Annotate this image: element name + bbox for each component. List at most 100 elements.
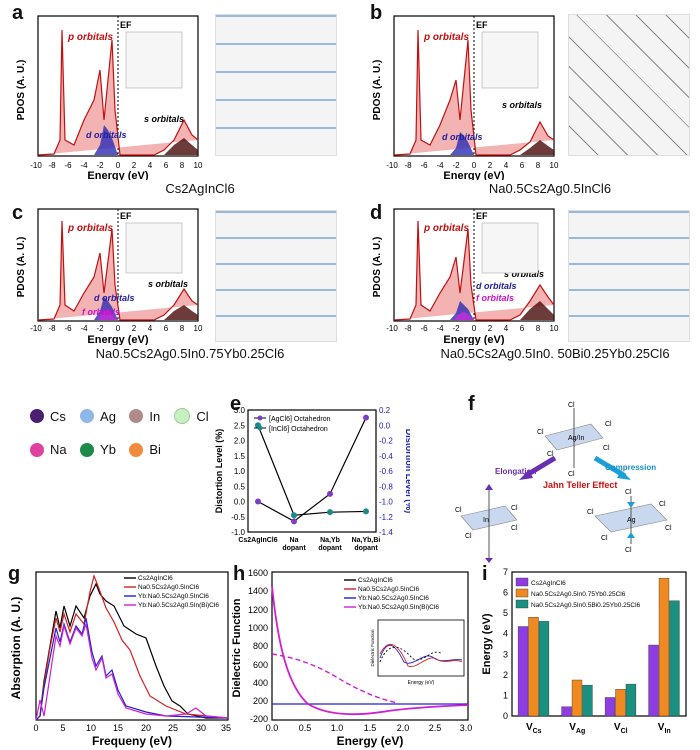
svg-text:30: 30 [196, 723, 206, 733]
legend-ag: Ag [80, 408, 117, 424]
svg-text:Cs2AgInCl6: Cs2AgInCl6 [138, 575, 173, 582]
svg-text:0.0: 0.0 [266, 723, 279, 733]
xtick-label: Cs2AgInCl6 [238, 537, 277, 544]
svg-text:d orbitals: d orbitals [86, 130, 127, 140]
legend-label: Na0.5Cs2Ag0.5In0.75Yb0.25Cl6 [531, 591, 626, 598]
svg-text:1400: 1400 [248, 586, 268, 596]
svg-text:In: In [483, 517, 489, 524]
svg-text:Cl: Cl [625, 489, 632, 496]
svg-text:Cl: Cl [568, 402, 575, 409]
legend-marker [257, 425, 263, 431]
plot-frame [511, 571, 687, 717]
svg-text:8: 8 [180, 161, 185, 170]
svg-text:s orbitals: s orbitals [504, 269, 544, 279]
svg-text:2.0: 2.0 [397, 723, 410, 733]
svg-text:EF: EF [120, 20, 132, 30]
svg-text:-4: -4 [436, 324, 444, 333]
s-orbital-curve [164, 138, 198, 155]
svg-text:Dielectric Function: Dielectric Function [231, 598, 243, 697]
ytick-left: 1.0 [234, 467, 246, 476]
svg-text:2: 2 [132, 161, 137, 170]
svg-text:-10: -10 [386, 161, 398, 170]
svg-text:EF: EF [476, 20, 488, 30]
svg-text:d orbitals: d orbitals [442, 132, 483, 142]
ytick: 6 [503, 588, 508, 598]
svg-text:Compression: Compression [605, 463, 656, 472]
pdos-plot-a: -10 -8 -6 -4 -2 0 2 4 6 8 10 Energy (eV) PDOS… [16, 15, 203, 180]
svg-text:-2: -2 [452, 324, 460, 333]
ytick: 3 [503, 649, 508, 659]
data-point [327, 490, 333, 497]
panel-label-h: h [233, 563, 246, 585]
svg-text:Ag/In: Ag/In [568, 435, 584, 442]
svg-text:1200: 1200 [248, 605, 268, 615]
bar [625, 683, 637, 717]
svg-text:6: 6 [520, 324, 525, 333]
dielectric-inset: Energy (eV) Dielectric Function [370, 619, 465, 686]
svg-text:Yb:Na0.5Cs2Ag0.5InCl6: Yb:Na0.5Cs2Ag0.5InCl6 [358, 595, 429, 602]
ytick-right: 0.2 [379, 406, 391, 415]
svg-text:0: 0 [472, 324, 477, 333]
svg-text:25: 25 [168, 723, 178, 733]
svg-text:d orbitals: d orbitals [94, 293, 135, 303]
distortion-chart: -1.0 -0.5 0.0 0.5 1.0 1.5 2.0 2.5 3.0 0.2 0.0 -0.2 -… [214, 406, 410, 552]
svg-text:10: 10 [194, 161, 203, 170]
xtick-label: Na,Yb,Bi dopant [352, 537, 381, 552]
ytick: 2 [503, 670, 508, 680]
xtick-label: VIn [658, 722, 671, 735]
bar [571, 679, 583, 717]
legend-label: [AgCl6] Octahedron [269, 416, 331, 423]
ytick: 4 [503, 629, 508, 639]
legend-cl: Cl [174, 408, 210, 424]
svg-text:PDOS (A. U.): PDOS (A. U.) [372, 60, 383, 121]
svg-text:-6: -6 [420, 161, 428, 170]
ytick-right: -0.4 [379, 452, 393, 461]
panel-label-c: c [12, 202, 24, 224]
svg-text:Energy (eV): Energy (eV) [337, 734, 404, 748]
svg-text:Cl: Cl [665, 525, 672, 532]
panel-label-d: d [370, 202, 383, 224]
svg-text:0: 0 [116, 324, 121, 333]
xtick-label: VCs [526, 722, 542, 735]
svg-text:Energy (eV): Energy (eV) [443, 170, 504, 180]
bar [517, 626, 529, 717]
ytick-right: -0.2 [379, 437, 393, 446]
svg-text:EF: EF [120, 211, 132, 221]
svg-text:400: 400 [253, 678, 268, 688]
svg-text:6: 6 [164, 324, 169, 333]
svg-text:8: 8 [180, 324, 185, 333]
bar [615, 689, 626, 717]
crystal-structure-b [568, 14, 690, 156]
svg-text:20: 20 [141, 723, 151, 733]
dielectric-chart: 1600 1400 1200 1000 800 600 400 200 -200 0.0… [231, 568, 472, 748]
svg-text:Cs2AgInCl6: Cs2AgInCl6 [358, 577, 393, 584]
ytick-right: 0.0 [379, 421, 391, 430]
svg-text:s orbitals: s orbitals [148, 279, 188, 289]
svg-text:EF: EF [476, 211, 488, 221]
crystal-structure-c [215, 210, 337, 342]
svg-text:0.5: 0.5 [299, 723, 312, 733]
svg-text:2: 2 [488, 161, 493, 170]
svg-text:Energy (eV): Energy (eV) [87, 334, 148, 345]
svg-text:2: 2 [488, 324, 493, 333]
ytick-right: -0.8 [379, 482, 393, 491]
ytick: 0 [503, 711, 508, 721]
legend-label: [InCl6] Octahedron [269, 426, 328, 433]
data-point [363, 508, 369, 515]
caption-a: Cs2AgInCl6 [165, 181, 235, 196]
caption-c: Na0.5Cs2Ag0.5In0.75Yb0.25Cl6 [95, 346, 285, 361]
svg-text:p orbitals: p orbitals [423, 32, 469, 43]
pdos-plot-c: -10 -8 -6 -4 -2 0 2 4 6 8 10 Energy (eV) PDOS… [16, 208, 203, 345]
ytick-left: 1.5 [234, 452, 246, 461]
pdos-plot-d: -10 -8 -6 -4 -2 0 2 4 6 8 10 Energy (eV) PDOS… [372, 208, 559, 345]
bar [538, 621, 550, 717]
caption-b: Na0.5Cs2Ag0.5InCl6 [488, 181, 612, 196]
svg-text:Jahn Teller Effect: Jahn Teller Effect [543, 480, 617, 490]
svg-text:8: 8 [536, 161, 541, 170]
svg-text:-8: -8 [48, 161, 56, 170]
svg-text:4: 4 [504, 161, 509, 170]
legend-marker [257, 415, 263, 421]
svg-text:PDOS (A. U.): PDOS (A. U.) [372, 237, 383, 298]
svg-text:s orbitals: s orbitals [502, 100, 542, 110]
svg-text:Cl: Cl [547, 451, 554, 458]
